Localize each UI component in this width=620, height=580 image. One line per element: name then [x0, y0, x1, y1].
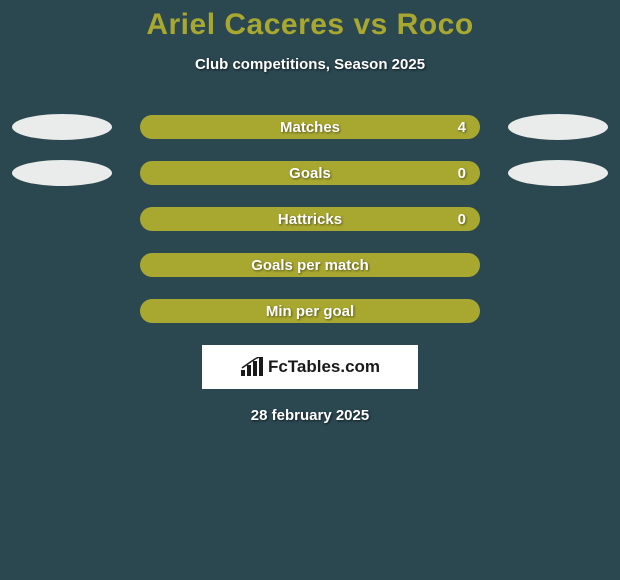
left-ellipse [12, 298, 112, 324]
stat-row: Matches 4 [0, 115, 620, 139]
stat-value: 4 [458, 119, 466, 136]
date-label: 28 february 2025 [0, 407, 620, 424]
right-ellipse [508, 298, 608, 324]
stat-bar: Matches 4 [140, 115, 480, 139]
stat-label: Matches [280, 119, 340, 136]
logo-text: FcTables.com [268, 357, 380, 377]
right-ellipse [508, 252, 608, 278]
stat-label: Goals per match [251, 257, 369, 274]
stat-value: 0 [458, 165, 466, 182]
stat-row: Goals 0 [0, 161, 620, 185]
stat-bar: Hattricks 0 [140, 207, 480, 231]
stat-bar: Goals 0 [140, 161, 480, 185]
left-ellipse [12, 206, 112, 232]
subtitle: Club competitions, Season 2025 [0, 56, 620, 73]
stat-label: Hattricks [278, 211, 342, 228]
stat-row: Min per goal [0, 299, 620, 323]
left-ellipse [12, 160, 112, 186]
right-ellipse [508, 114, 608, 140]
infographic-container: Ariel Caceres vs Roco Club competitions,… [0, 0, 620, 424]
logo-box: FcTables.com [202, 345, 418, 389]
logo-content: FcTables.com [240, 357, 380, 377]
bars-icon [240, 357, 264, 377]
stat-label: Goals [289, 165, 331, 182]
right-ellipse [508, 206, 608, 232]
page-title: Ariel Caceres vs Roco [0, 8, 620, 42]
stat-rows: Matches 4 Goals 0 Hattricks 0 Goals per match M… [0, 115, 620, 323]
stat-row: Goals per match [0, 253, 620, 277]
stat-bar: Goals per match [140, 253, 480, 277]
right-ellipse [508, 160, 608, 186]
stat-label: Min per goal [266, 303, 354, 320]
stat-bar: Min per goal [140, 299, 480, 323]
stat-row: Hattricks 0 [0, 207, 620, 231]
left-ellipse [12, 252, 112, 278]
stat-value: 0 [458, 211, 466, 228]
left-ellipse [12, 114, 112, 140]
